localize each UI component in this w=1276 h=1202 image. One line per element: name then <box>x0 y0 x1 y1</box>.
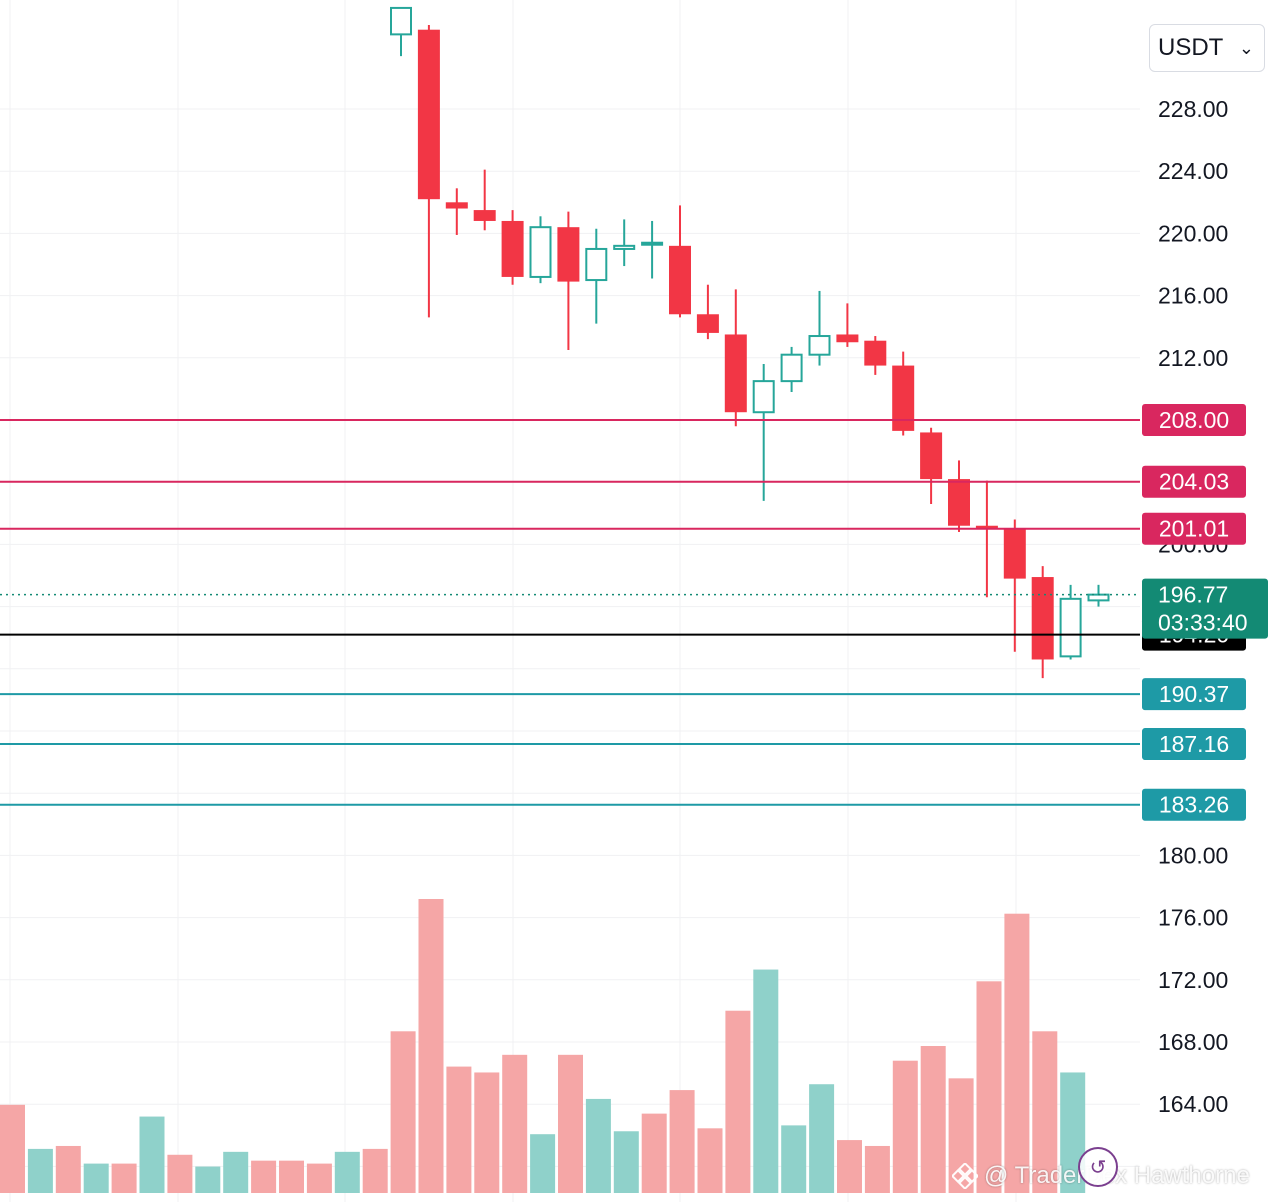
volume-bar <box>1004 913 1030 1193</box>
volume-bar <box>781 1125 807 1193</box>
volume-bar <box>837 1140 862 1193</box>
candle-body[interactable] <box>390 6 412 36</box>
volume-bar <box>725 1010 751 1193</box>
candle-body[interactable] <box>752 380 775 414</box>
candle-body[interactable] <box>808 335 831 356</box>
replay-icon[interactable]: ↺ <box>1078 1147 1118 1187</box>
price-line-badge <box>1142 788 1246 821</box>
volume-bar <box>139 1116 165 1193</box>
candle-body[interactable] <box>892 365 915 431</box>
candle-body[interactable] <box>641 241 664 246</box>
y-axis-tick-label: 212.00 <box>1158 345 1228 371</box>
volume-bar <box>558 1054 583 1193</box>
y-axis-tick-label: 220.00 <box>1158 220 1228 246</box>
candle-body[interactable] <box>417 29 440 200</box>
volume-bar <box>0 1104 25 1193</box>
candle-body[interactable] <box>473 210 496 221</box>
candle-body[interactable] <box>948 479 970 526</box>
volume-bar <box>753 969 779 1193</box>
countdown-label: 03:33:40 <box>1158 610 1248 636</box>
binance-logo-icon <box>952 1163 978 1189</box>
price-line-badge <box>1142 728 1246 761</box>
candle-body[interactable] <box>1059 597 1082 658</box>
y-axis-tick-label: 172.00 <box>1158 967 1228 993</box>
volume-bar <box>530 1134 556 1193</box>
y-axis-tick-label: 164.00 <box>1158 1091 1228 1117</box>
candle-body[interactable] <box>975 525 998 529</box>
price-line-badge <box>1142 404 1246 436</box>
y-axis-tick-label: 224.00 <box>1158 158 1228 184</box>
volume-bar <box>390 1031 416 1193</box>
volume-bar <box>362 1148 388 1193</box>
y-axis-tick-label: 228.00 <box>1158 96 1228 122</box>
candle-body[interactable] <box>501 220 524 277</box>
price-line-label: 190.37 <box>1159 681 1229 707</box>
volume-bar <box>306 1163 332 1193</box>
candle-body[interactable] <box>445 202 468 209</box>
chevron-down-icon: ⌄ <box>1238 37 1254 58</box>
candle-body[interactable] <box>864 340 887 366</box>
volume-bar <box>279 1160 304 1193</box>
price-line-badge <box>1142 512 1246 545</box>
candle-body[interactable] <box>1031 577 1054 660</box>
volume-bar <box>334 1151 360 1193</box>
candle-body[interactable] <box>669 245 691 315</box>
candle-body[interactable] <box>585 247 608 282</box>
y-axis-tick-label: 216.00 <box>1158 283 1228 309</box>
candle-body[interactable] <box>920 432 943 480</box>
candle-body[interactable] <box>836 334 859 343</box>
y-axis-tick-label: 176.00 <box>1158 905 1228 931</box>
volume-bar <box>251 1160 277 1193</box>
y-axis-tick-label: 180.00 <box>1158 842 1228 868</box>
candle-body[interactable] <box>696 314 719 333</box>
price-line-label: 187.16 <box>1159 731 1229 757</box>
price-line-label: 201.01 <box>1159 516 1229 542</box>
volume-bar <box>502 1054 528 1193</box>
candle-body[interactable] <box>1003 528 1026 579</box>
price-line-badge <box>1142 678 1246 711</box>
price-line-badge <box>1142 465 1246 498</box>
price-line-label: 208.00 <box>1159 407 1229 433</box>
volume-bar <box>27 1148 53 1193</box>
volume-bar <box>669 1090 695 1193</box>
price-line-label: 183.26 <box>1159 792 1229 818</box>
volume-bar <box>809 1084 835 1193</box>
volume-bar <box>111 1163 137 1193</box>
volume-bar <box>641 1113 667 1193</box>
price-line-label: 204.03 <box>1159 469 1229 495</box>
volume-bar <box>446 1066 472 1193</box>
y-axis-tick-label: 168.00 <box>1158 1029 1228 1055</box>
candle-body[interactable] <box>557 227 580 282</box>
candle-body[interactable] <box>780 353 803 383</box>
volume-bar <box>167 1154 193 1193</box>
volume-bar <box>418 899 444 1193</box>
candle-body[interactable] <box>613 244 636 250</box>
current-price-label: 196.77 <box>1158 582 1228 608</box>
volume-bar <box>892 1060 918 1193</box>
volume-bar <box>1032 1031 1058 1193</box>
volume-bar <box>83 1163 109 1193</box>
current-price-badge <box>1142 578 1268 639</box>
candle-body[interactable] <box>1087 593 1110 602</box>
volume-bar <box>195 1166 221 1193</box>
candle-body[interactable] <box>724 334 747 413</box>
volume-bar <box>55 1145 81 1193</box>
volume-bar <box>585 1098 611 1193</box>
candle-body[interactable] <box>529 226 552 278</box>
volume-bar <box>976 981 1002 1193</box>
currency-select-value: USDT <box>1158 34 1224 61</box>
volume-bar <box>697 1128 723 1193</box>
volume-bar <box>223 1151 249 1193</box>
volume-bar <box>613 1131 639 1193</box>
volume-bar <box>474 1072 500 1193</box>
currency-select[interactable]: USDT ⌄ <box>1149 24 1265 72</box>
volume-bar <box>920 1046 946 1193</box>
volume-bar <box>864 1145 890 1193</box>
